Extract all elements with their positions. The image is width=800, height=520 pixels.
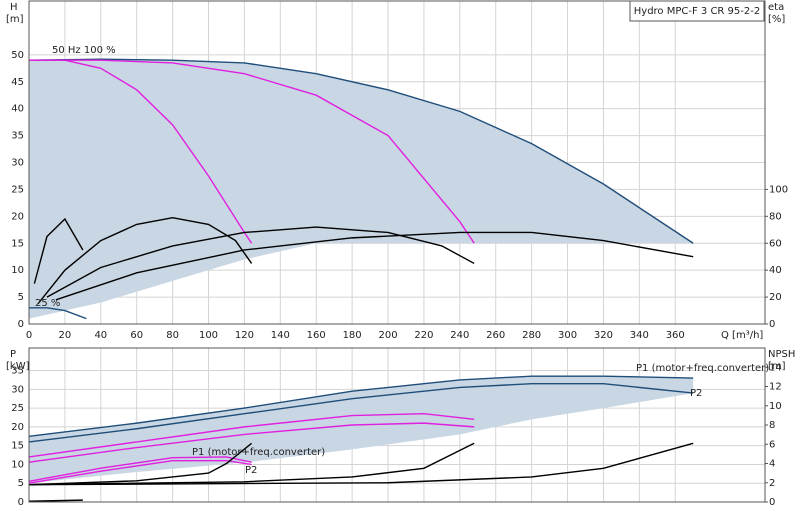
x-tick-label: 300 <box>558 330 577 341</box>
x-tick-label: 60 <box>130 330 143 341</box>
y2-tick-label: 0 <box>769 319 775 330</box>
y2-tick-label: 14 <box>769 362 782 373</box>
y2-axis-label: eta <box>768 2 784 13</box>
curve <box>29 59 475 244</box>
annotation: 25 % <box>35 298 60 309</box>
y-tick-label: 0 <box>18 319 24 330</box>
y2-tick-label: 0 <box>769 497 775 508</box>
curve <box>28 58 694 244</box>
y-tick-label: 40 <box>11 104 24 115</box>
y2-tick-label: 4 <box>769 459 775 470</box>
curve <box>28 382 694 443</box>
y2-tick-label: 2 <box>769 478 775 489</box>
y2-axis-unit: [%] <box>768 14 785 25</box>
y2-tick-label: 80 <box>769 211 782 222</box>
x-tick-label: 240 <box>450 330 469 341</box>
y2-tick-label: 6 <box>769 439 775 450</box>
x-axis-label: Q [m³/h] <box>721 330 763 341</box>
annotation: 50 Hz 100 % <box>52 45 116 56</box>
y-tick-label: 50 <box>11 50 24 61</box>
curve <box>28 375 694 437</box>
y-axis-label: P <box>10 349 16 360</box>
x-tick-label: 320 <box>594 330 613 341</box>
y-axis-label: H <box>10 2 18 13</box>
y-tick-label: 35 <box>11 131 24 142</box>
x-tick-label: 220 <box>414 330 433 341</box>
y-tick-label: 25 <box>11 403 24 414</box>
x-tick-label: 160 <box>307 330 326 341</box>
curve <box>28 456 252 483</box>
y2-curve <box>46 226 475 298</box>
x-tick-label: 180 <box>343 330 362 341</box>
x-tick-label: 280 <box>522 330 541 341</box>
y-tick-label: 45 <box>11 77 24 88</box>
y2-curve <box>33 217 84 284</box>
x-tick-label: 340 <box>630 330 649 341</box>
curve <box>29 307 87 320</box>
y-tick-label: 15 <box>11 238 24 249</box>
y-tick-label: 10 <box>11 265 24 276</box>
plot-frame <box>28 0 766 325</box>
y2-curve <box>28 442 253 486</box>
x-tick-label: 120 <box>235 330 254 341</box>
operating-area <box>29 59 694 319</box>
x-tick-label: 0 <box>26 330 32 341</box>
x-tick-label: 360 <box>666 330 685 341</box>
annotation: P1 (motor+freq.converter) <box>192 447 325 458</box>
annotation: P2 <box>690 388 702 399</box>
curve <box>28 459 252 484</box>
operating-area <box>29 376 694 484</box>
x-tick-label: 100 <box>199 330 218 341</box>
y2-tick-label: 100 <box>769 184 788 195</box>
chart-title: Hydro MPC-F 3 CR 95-2-2 <box>634 6 760 17</box>
y2-axis-label: NPSH <box>768 349 795 360</box>
y2-curve <box>28 442 694 486</box>
y-tick-label: 5 <box>18 478 24 489</box>
plot-frame <box>28 347 766 503</box>
annotation: P2 <box>245 465 257 476</box>
y2-tick-label: 40 <box>769 265 782 276</box>
curve <box>28 422 475 463</box>
y2-axis-unit: [m] <box>768 361 786 372</box>
y2-curve <box>28 442 475 486</box>
x-tick-label: 140 <box>271 330 290 341</box>
y-axis-unit: [kW] <box>6 361 30 372</box>
y-tick-label: 15 <box>11 441 24 452</box>
curve <box>28 499 83 502</box>
y-tick-label: 0 <box>18 497 24 508</box>
y-tick-label: 30 <box>11 384 24 395</box>
title-box <box>629 0 765 22</box>
y2-curve <box>37 216 253 305</box>
y2-tick-label: 60 <box>769 238 782 249</box>
y2-curve <box>55 231 694 301</box>
y-tick-label: 35 <box>11 366 24 377</box>
x-tick-label: 20 <box>59 330 72 341</box>
curve <box>28 413 475 458</box>
x-tick-label: 40 <box>94 330 107 341</box>
x-tick-label: 260 <box>486 330 505 341</box>
y2-tick-label: 20 <box>769 292 782 303</box>
y-tick-label: 20 <box>11 211 24 222</box>
annotation: P1 (motor+freq.converter) <box>636 363 769 374</box>
y-tick-label: 30 <box>11 158 24 169</box>
y-tick-label: 5 <box>18 292 24 303</box>
y-axis-unit: [m] <box>6 14 24 25</box>
curve <box>29 59 253 244</box>
y-tick-label: 25 <box>11 184 24 195</box>
y-tick-label: 10 <box>11 459 24 470</box>
y2-tick-label: 10 <box>769 401 782 412</box>
y2-tick-label: 8 <box>769 420 775 431</box>
y2-tick-label: 12 <box>769 382 782 393</box>
y-tick-label: 20 <box>11 422 24 433</box>
x-tick-label: 80 <box>166 330 179 341</box>
x-tick-label: 200 <box>378 330 397 341</box>
